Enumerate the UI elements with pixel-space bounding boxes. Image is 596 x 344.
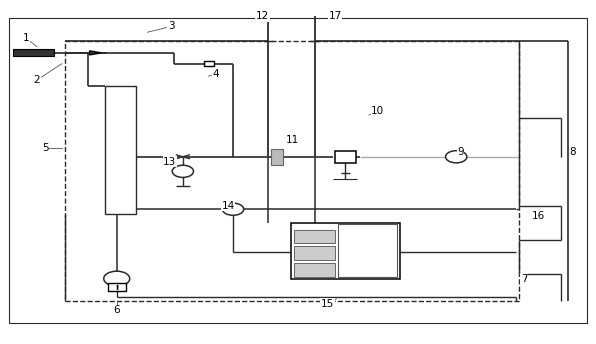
Polygon shape <box>89 51 101 55</box>
Text: 13: 13 <box>163 157 176 167</box>
Text: 2: 2 <box>34 75 41 85</box>
Bar <box>334 151 356 162</box>
Circle shape <box>222 203 244 215</box>
Text: 9: 9 <box>457 147 464 157</box>
Text: 6: 6 <box>113 305 120 315</box>
Text: 1: 1 <box>23 33 30 43</box>
Bar <box>105 86 136 214</box>
Text: 12: 12 <box>256 11 269 21</box>
Bar <box>108 283 126 291</box>
Bar <box>294 264 335 277</box>
Bar <box>65 41 520 301</box>
Bar <box>291 223 400 279</box>
Bar <box>294 229 335 243</box>
Bar <box>271 149 283 164</box>
Text: 4: 4 <box>212 69 219 79</box>
Circle shape <box>172 165 194 178</box>
Text: 8: 8 <box>569 147 576 157</box>
Text: 14: 14 <box>222 201 235 211</box>
Text: 3: 3 <box>167 21 175 31</box>
Bar <box>294 246 335 260</box>
Text: i: i <box>115 283 118 292</box>
Text: 7: 7 <box>521 273 527 283</box>
Bar <box>13 50 54 56</box>
Text: 17: 17 <box>328 11 342 21</box>
Text: 15: 15 <box>321 299 334 309</box>
Bar <box>203 61 214 66</box>
Text: 10: 10 <box>371 106 384 116</box>
Circle shape <box>104 271 130 286</box>
Text: 5: 5 <box>42 143 49 153</box>
Circle shape <box>446 151 467 163</box>
Text: 16: 16 <box>532 211 545 221</box>
Text: 11: 11 <box>285 135 299 145</box>
Bar <box>338 224 397 277</box>
